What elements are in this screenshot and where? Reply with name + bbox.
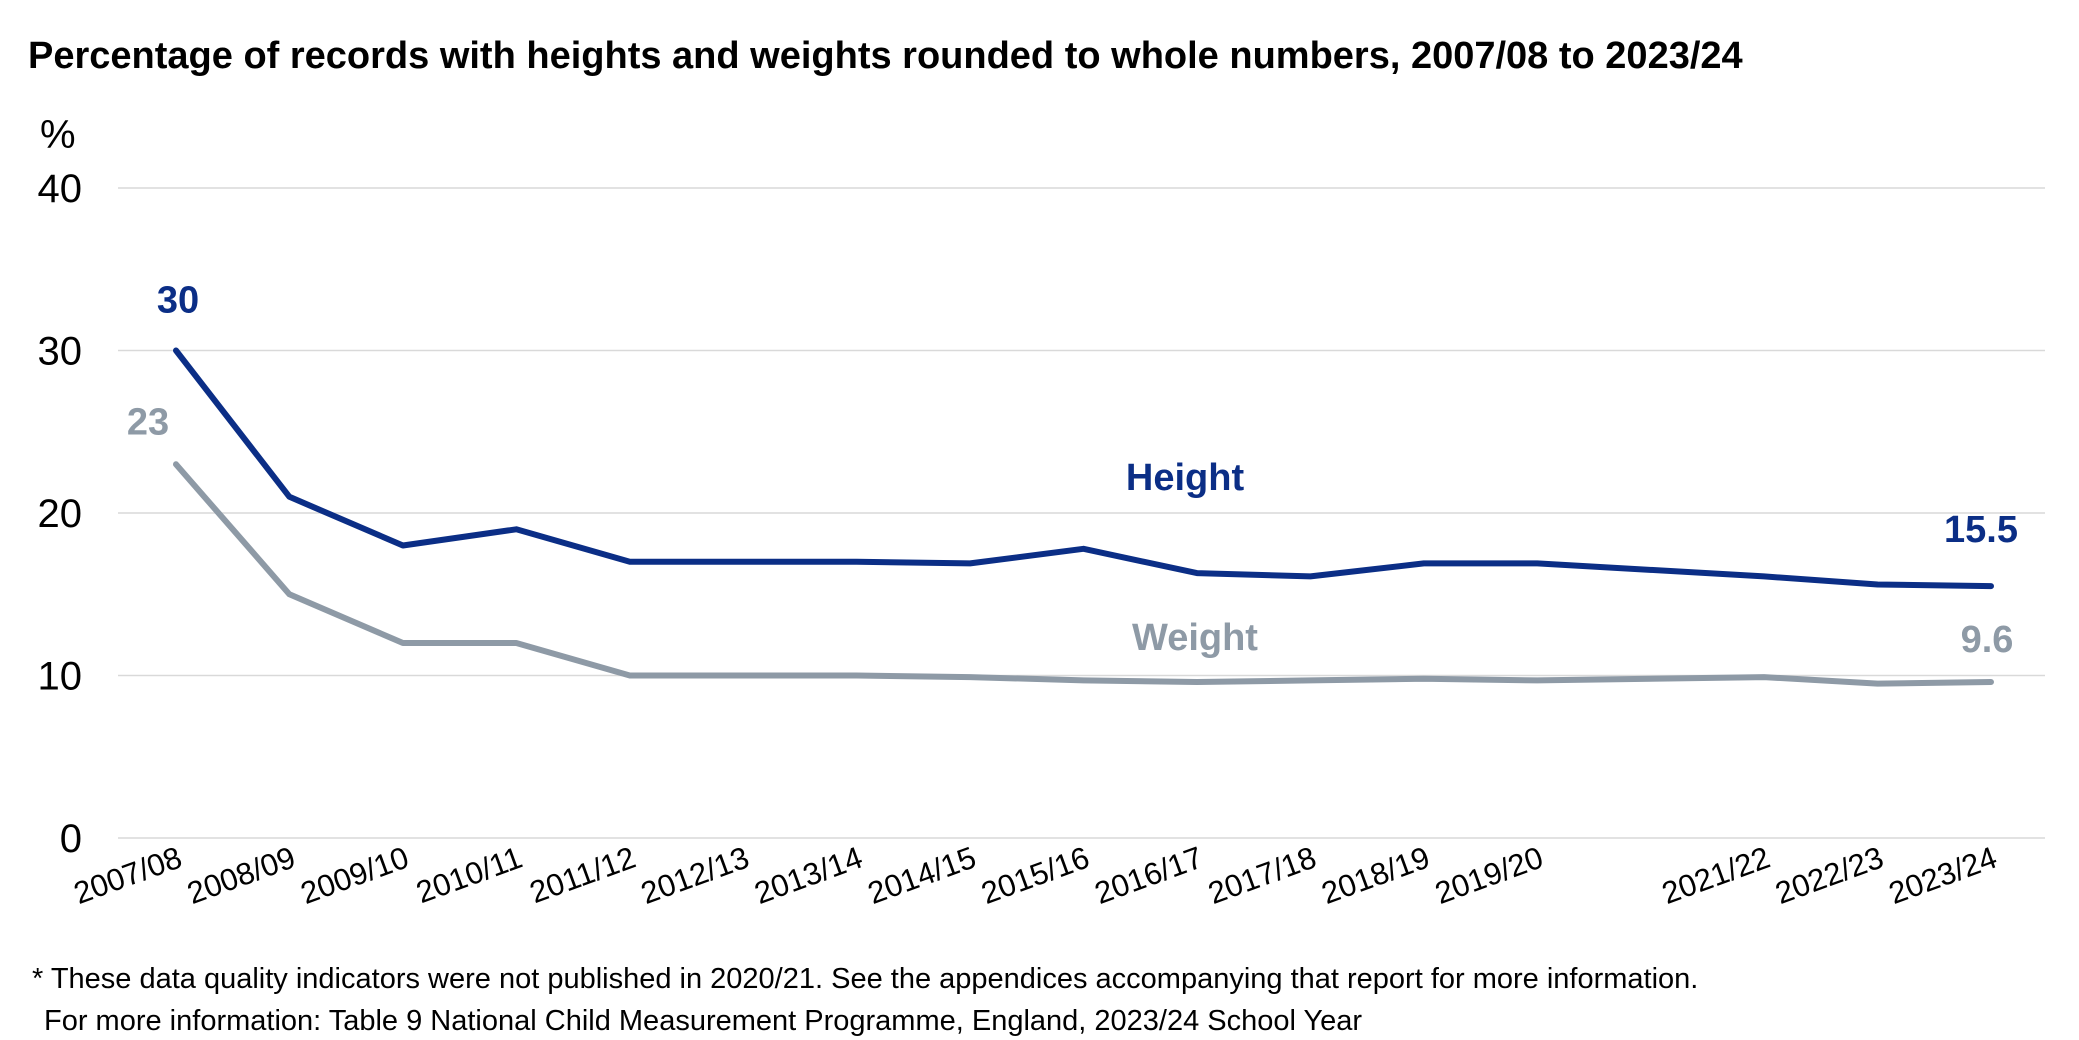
y-tick-label-30: 30 (38, 330, 83, 374)
series-line-height (173, 347, 1994, 590)
footnote-source: For more information: Table 9 National C… (44, 1005, 1362, 1037)
series-label-height: Height (1126, 457, 1245, 499)
y-tick-label-10: 10 (38, 655, 83, 699)
y-axis-label: % (40, 113, 76, 157)
x-tick-label-2007-08: 2007/08 (69, 840, 186, 911)
series-labels: Height Weight (1126, 457, 1258, 659)
x-tick-label-2021-22: 2021/22 (1657, 840, 1774, 911)
x-tick-label-2009-10: 2009/10 (296, 840, 413, 911)
x-tick-label-2010-11: 2010/11 (412, 840, 527, 910)
x-tick-label-2013-14: 2013/14 (750, 840, 867, 911)
x-tick-label-2015-16: 2015/16 (977, 840, 1094, 911)
x-tick-label-2011-12: 2011/12 (525, 840, 640, 910)
series-lines (173, 347, 1994, 687)
y-tick-label-20: 20 (38, 492, 83, 536)
x-tick-label-2012-13: 2012/13 (636, 840, 753, 911)
y-axis-ticks: 0 10 20 30 40 (38, 167, 83, 861)
data-label-weight-2007-08: 23 (127, 401, 169, 443)
series-label-weight: Weight (1132, 617, 1258, 659)
y-tick-label-0: 0 (60, 817, 82, 861)
chart-title: Percentage of records with heights and w… (28, 35, 1743, 77)
x-tick-label-2022-23: 2022/23 (1771, 840, 1888, 911)
y-tick-label-40: 40 (38, 167, 83, 211)
data-label-weight-2023-24: 9.6 (1961, 619, 2014, 661)
x-tick-label-2023-24: 2023/24 (1884, 840, 2001, 911)
x-tick-label-2008-09: 2008/09 (183, 840, 300, 911)
x-axis-ticks: 2007/082008/092009/102010/112011/122012/… (69, 840, 2001, 911)
x-tick-label-2017-18: 2017/18 (1203, 840, 1320, 911)
data-labels: 30 15.5 23 9.6 (127, 280, 2018, 662)
data-label-height-2023-24: 15.5 (1944, 509, 2018, 551)
x-tick-label-2019-20: 2019/20 (1430, 840, 1547, 911)
gridlines (118, 187, 2045, 839)
x-tick-label-2014-15: 2014/15 (863, 840, 980, 911)
x-tick-label-2016-17: 2016/17 (1090, 840, 1207, 911)
series-line-weight (173, 461, 1994, 687)
data-label-height-2007-08: 30 (157, 280, 199, 322)
footnote-not-published: * These data quality indicators were not… (32, 963, 1698, 995)
x-tick-label-2018-19: 2018/19 (1317, 840, 1434, 911)
